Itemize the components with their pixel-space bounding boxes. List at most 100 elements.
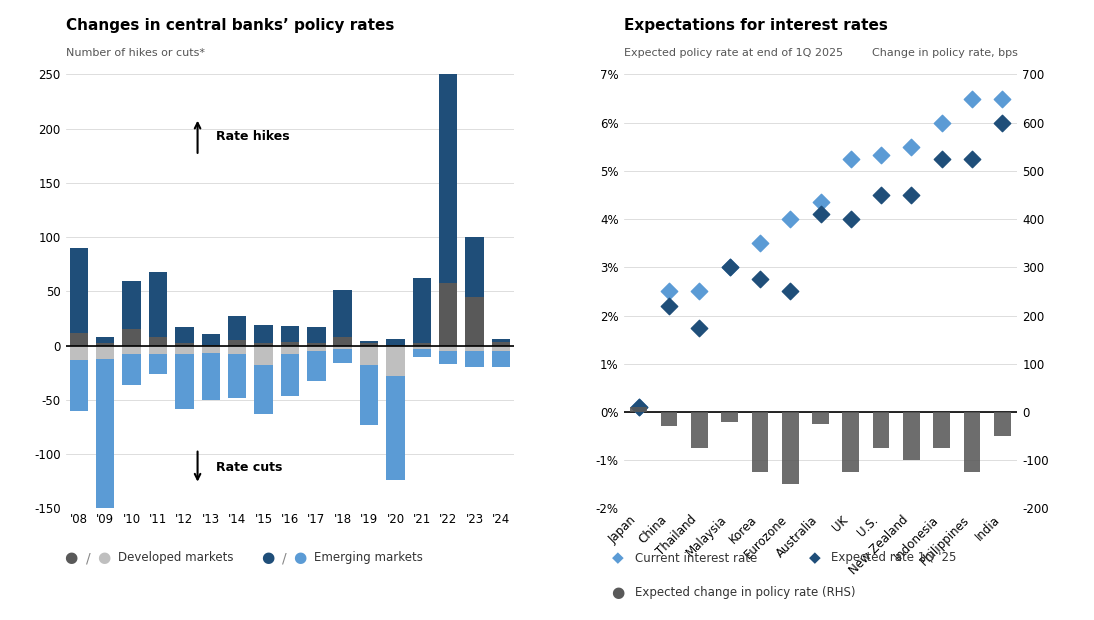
Bar	[201, 334, 220, 345]
Bar	[334, 346, 352, 349]
Bar	[307, 351, 326, 381]
Bar	[492, 351, 510, 368]
Bar	[386, 346, 405, 376]
Bar	[630, 407, 647, 412]
Bar	[691, 412, 708, 448]
Point	[781, 214, 799, 224]
Point	[963, 94, 980, 104]
Bar	[492, 339, 510, 342]
Bar	[360, 342, 379, 343]
Point	[993, 118, 1011, 128]
Point	[872, 190, 889, 200]
Bar	[70, 333, 88, 346]
Bar	[661, 412, 677, 427]
Point	[933, 118, 951, 128]
Point	[630, 402, 648, 412]
Bar	[254, 365, 272, 414]
Text: ●: ●	[612, 585, 625, 600]
Bar	[281, 342, 299, 346]
Bar	[96, 346, 115, 359]
Text: Changes in central banks’ policy rates: Changes in central banks’ policy rates	[66, 18, 394, 33]
Text: /: /	[86, 551, 91, 565]
Point	[661, 286, 678, 296]
Bar	[281, 326, 299, 342]
Bar	[439, 283, 457, 346]
Bar	[175, 346, 194, 355]
Point	[993, 94, 1011, 104]
Bar	[70, 346, 88, 360]
Bar	[70, 248, 88, 333]
Bar	[873, 412, 889, 448]
Point	[661, 301, 678, 311]
Bar	[149, 272, 167, 337]
Point	[630, 402, 648, 412]
Bar	[123, 329, 141, 346]
Text: Change in policy rate, bps: Change in policy rate, bps	[872, 48, 1017, 58]
Bar	[334, 337, 352, 346]
Bar	[307, 346, 326, 351]
Point	[842, 214, 860, 224]
Bar	[281, 346, 299, 355]
Bar	[175, 355, 194, 409]
Text: Expected policy rate at end of 1Q 2025: Expected policy rate at end of 1Q 2025	[624, 48, 842, 58]
Bar	[228, 355, 246, 398]
Text: ◆: ◆	[810, 551, 820, 565]
Text: Number of hikes or cuts*: Number of hikes or cuts*	[66, 48, 205, 58]
Bar	[439, 346, 457, 351]
Bar	[465, 237, 484, 297]
Bar	[149, 346, 167, 355]
Bar	[812, 412, 829, 424]
Bar	[964, 412, 980, 472]
Bar	[412, 349, 431, 356]
Point	[872, 150, 889, 160]
Bar	[149, 337, 167, 346]
Text: ●: ●	[261, 551, 275, 565]
Point	[903, 190, 920, 200]
Bar	[386, 345, 405, 346]
Bar	[752, 412, 768, 472]
Bar	[254, 325, 272, 343]
Bar	[994, 412, 1011, 436]
Bar	[254, 346, 272, 365]
Bar	[334, 349, 352, 363]
Point	[721, 262, 738, 272]
Bar	[175, 343, 194, 346]
Bar	[149, 355, 167, 374]
Text: Rate hikes: Rate hikes	[216, 130, 290, 143]
Bar	[228, 346, 246, 355]
Bar	[386, 339, 405, 345]
Point	[781, 286, 799, 296]
Point	[752, 275, 769, 285]
Bar	[201, 346, 220, 353]
Bar	[465, 351, 484, 368]
Bar	[360, 346, 379, 365]
Bar	[254, 343, 272, 346]
Text: ◆: ◆	[613, 551, 624, 565]
Bar	[175, 327, 194, 343]
Bar	[201, 353, 220, 400]
Bar	[123, 281, 141, 329]
Bar	[933, 412, 950, 448]
Text: Expected rate 1Q '25: Expected rate 1Q '25	[831, 552, 957, 564]
Bar	[360, 365, 379, 425]
Bar	[903, 412, 920, 460]
Bar	[96, 343, 115, 346]
Bar	[439, 60, 457, 283]
Bar	[412, 278, 431, 343]
Bar	[492, 346, 510, 351]
Text: /: /	[282, 551, 287, 565]
Text: Expectations for interest rates: Expectations for interest rates	[624, 18, 887, 33]
Text: ●: ●	[65, 551, 78, 565]
Bar	[123, 355, 141, 385]
Bar	[842, 412, 859, 472]
Text: Expected change in policy rate (RHS): Expected change in policy rate (RHS)	[635, 586, 856, 598]
Bar	[386, 376, 405, 480]
Point	[690, 322, 708, 332]
Bar	[201, 345, 220, 346]
Text: Developed markets: Developed markets	[118, 552, 234, 564]
Bar	[96, 337, 115, 343]
Bar	[412, 343, 431, 346]
Bar	[721, 412, 738, 422]
Point	[812, 197, 829, 207]
Point	[690, 286, 708, 296]
